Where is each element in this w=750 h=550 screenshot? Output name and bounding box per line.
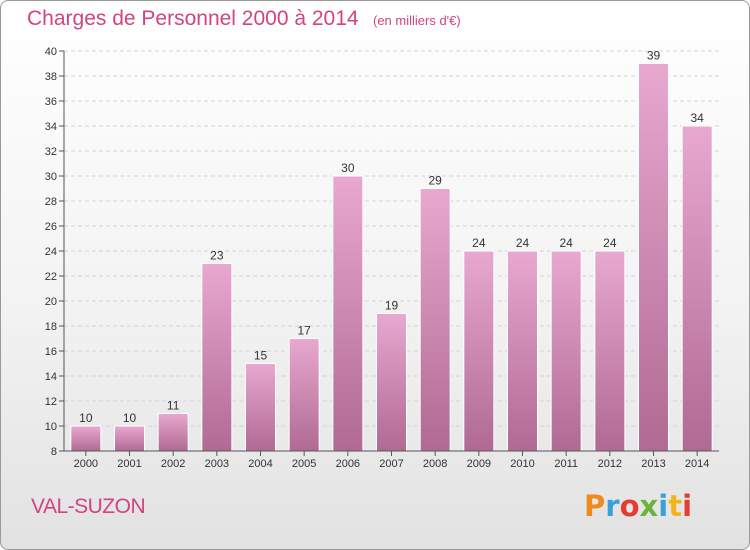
- logo-letter: i: [682, 489, 693, 523]
- chart-title: Charges de Personnel 2000 à 2014: [27, 7, 359, 30]
- y-tick-label: 22: [45, 271, 57, 283]
- bar-value-label: 17: [297, 324, 311, 338]
- y-tick-label: 28: [45, 196, 57, 208]
- bar-value-label: 24: [472, 236, 486, 250]
- logo-letter: x: [639, 489, 659, 523]
- bar-value-label: 11: [167, 399, 180, 413]
- logo-letter: t: [668, 489, 683, 523]
- y-tick-label: 8: [51, 446, 57, 458]
- bar: [419, 188, 451, 452]
- x-tick-label: 2004: [248, 458, 272, 470]
- bar-value-label: 19: [385, 299, 399, 313]
- logo-letter: o: [619, 489, 640, 523]
- bar: [550, 250, 582, 452]
- bar-value-label: 24: [516, 236, 530, 250]
- bar: [463, 250, 495, 452]
- bar: [332, 175, 364, 452]
- y-tick-label: 12: [45, 396, 57, 408]
- bar-value-label: 39: [647, 49, 661, 63]
- y-tick-label: 30: [45, 171, 57, 183]
- x-tick-label: 2000: [74, 458, 98, 470]
- y-tick-label: 14: [45, 371, 57, 383]
- bar-value-label: 24: [559, 236, 573, 250]
- x-tick-label: 2007: [379, 458, 403, 470]
- commune-name: VAL-SUZON: [31, 495, 146, 518]
- logo-letter: P: [584, 489, 606, 523]
- x-tick-label: 2008: [423, 458, 447, 470]
- x-tick-label: 2005: [292, 458, 316, 470]
- x-tick-label: 2002: [161, 458, 185, 470]
- proxiti-logo[interactable]: Proxiti: [584, 489, 692, 523]
- bar-value-label: 24: [603, 236, 617, 250]
- bar: [114, 425, 145, 452]
- y-tick-label: 18: [45, 321, 57, 333]
- y-tick-label: 24: [45, 246, 57, 258]
- bar: [157, 413, 189, 452]
- y-tick-label: 20: [45, 296, 57, 308]
- y-tick-label: 34: [45, 121, 57, 133]
- chart-subtitle: (en milliers d'€): [373, 13, 461, 28]
- bar-value-label: 34: [690, 111, 704, 125]
- bar-value-label: 23: [210, 249, 224, 263]
- y-tick-label: 38: [45, 71, 57, 83]
- y-tick-label: 10: [45, 421, 57, 433]
- logo-letter: i: [658, 489, 669, 523]
- y-tick-label: 32: [45, 146, 57, 158]
- x-tick-label: 2012: [598, 458, 622, 470]
- x-tick-label: 2010: [510, 458, 534, 470]
- bar-value-label: 10: [79, 411, 93, 425]
- bar-value-label: 29: [428, 174, 442, 188]
- bar-value-label: 10: [123, 411, 137, 425]
- x-tick-label: 2011: [554, 458, 578, 470]
- bar: [681, 125, 713, 452]
- bar: [594, 250, 626, 452]
- x-tick-label: 2009: [467, 458, 491, 470]
- y-tick-label: 16: [45, 346, 57, 358]
- bar: [245, 363, 276, 452]
- x-tick-label: 2001: [117, 458, 141, 470]
- bar-value-label: 30: [341, 161, 355, 175]
- logo-letter: r: [605, 489, 620, 523]
- bar: [638, 63, 669, 452]
- y-tick-label: 36: [45, 96, 57, 108]
- bar: [376, 313, 407, 452]
- bar: [507, 250, 538, 452]
- bar: [201, 263, 233, 452]
- x-tick-label: 2006: [336, 458, 360, 470]
- bar: [70, 425, 102, 452]
- x-tick-label: 2014: [685, 458, 709, 470]
- y-tick-label: 26: [45, 221, 57, 233]
- x-tick-label: 2003: [205, 458, 229, 470]
- bar-value-label: 15: [254, 349, 268, 363]
- bar: [288, 338, 320, 452]
- x-tick-label: 2013: [641, 458, 665, 470]
- y-tick-label: 40: [45, 46, 57, 58]
